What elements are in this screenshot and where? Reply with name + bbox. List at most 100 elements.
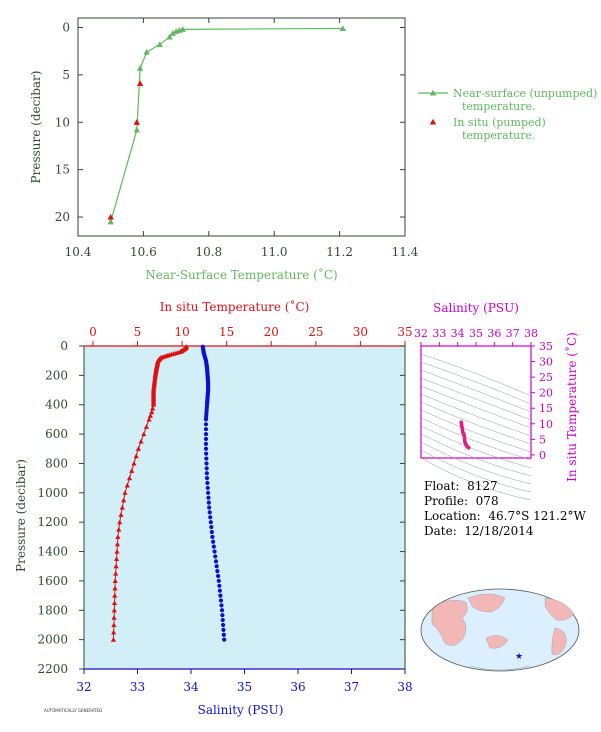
pressure-tick-label: 400	[45, 398, 68, 412]
plot-frame	[77, 17, 406, 237]
salinity-point	[203, 422, 209, 427]
salinity-point	[218, 598, 224, 603]
temp-axis-label: In situ Temperature (˚C)	[160, 299, 310, 314]
density-contour	[420, 425, 532, 469]
density-contour	[420, 369, 532, 413]
plot-area	[83, 345, 406, 670]
temperature-point	[112, 592, 118, 598]
salinity-point	[204, 466, 209, 471]
x-tick-label: 10.8	[195, 245, 222, 259]
temperature-point	[150, 402, 157, 407]
temperature-point	[118, 512, 124, 517]
temperature-point	[110, 637, 117, 642]
x-tick-label: 10.6	[130, 245, 157, 259]
temperature-point	[135, 446, 141, 451]
temp-tick-label: 15	[219, 325, 234, 339]
temperature-point	[114, 541, 121, 547]
temperature-point	[126, 475, 133, 481]
near-surface-temperature-chart: 10.4 10.6 10.8 11.0 11.2 11.4 0 5 10 15 20 Near-Sur…	[29, 17, 597, 282]
sal-tick-label: 36	[290, 680, 305, 694]
y-tick-label: 20	[55, 210, 70, 224]
map-land-asia	[467, 593, 506, 613]
salinity-point	[222, 637, 227, 642]
salinity-point	[217, 588, 222, 593]
ts-point	[462, 434, 467, 439]
temperature-point	[111, 622, 117, 628]
x-tick-label: 11.0	[261, 245, 288, 259]
salinity-point	[203, 417, 209, 422]
salinity-point	[207, 510, 212, 515]
star-icon: ★	[515, 652, 523, 662]
legend-label-near-surface: Near-surface (unpumped)	[453, 87, 597, 100]
sal-tick-label: 37	[344, 680, 359, 694]
salinity-point	[203, 427, 209, 432]
temperature-point	[131, 460, 137, 466]
near-surface-point	[107, 218, 114, 225]
density-contour	[420, 449, 532, 493]
salinity-point	[205, 480, 210, 486]
salinity-point	[208, 520, 213, 525]
pressure-tick-label: 1000	[37, 486, 68, 500]
temp-tick-label: 5	[134, 325, 142, 339]
salinity-point	[219, 608, 225, 613]
ts-x-tick-label: 35	[469, 327, 483, 340]
temp-tick-label: 0	[89, 325, 97, 339]
salinity-point	[204, 451, 209, 456]
ts-y-tick-label: 35	[539, 340, 553, 353]
ts-y-tick-label: 15	[539, 402, 553, 415]
salinity-point	[203, 446, 209, 451]
density-contour	[420, 417, 532, 461]
temperature-point	[111, 629, 117, 635]
salinity-point	[214, 564, 219, 569]
in-situ-point	[136, 80, 144, 86]
salinity-point	[206, 500, 211, 505]
pressure-tick-label: 2000	[37, 633, 68, 647]
salinity-point	[211, 539, 216, 544]
y-tick-label: 15	[55, 163, 70, 177]
salinity-point	[206, 495, 211, 500]
temperature-point	[149, 409, 155, 415]
temperature-point	[143, 424, 150, 429]
pressure-tick-label: 800	[45, 456, 68, 470]
temperature-point	[113, 563, 119, 569]
profile-row: Profile: 078	[424, 494, 586, 509]
footer-text: AUTOMATICALLY GENERATED	[44, 708, 103, 713]
map-land-antarctica	[469, 665, 531, 671]
temperature-point	[122, 490, 128, 495]
density-contour	[420, 441, 532, 485]
ts-x-tick-label: 33	[432, 327, 446, 340]
location-label: Location:	[424, 509, 481, 523]
ts-point	[460, 426, 465, 431]
density-contour	[420, 409, 532, 453]
map-land-north-america	[544, 597, 575, 621]
date-row: Date: 12/18/2014	[424, 524, 586, 539]
ts-y-tick-label: 20	[539, 387, 553, 400]
ts-x-tick-label: 37	[506, 327, 520, 340]
density-contour	[420, 385, 532, 429]
temp-tick-label: 20	[264, 325, 279, 339]
salinity-point	[203, 436, 209, 442]
ts-y-tick-label: 30	[539, 356, 553, 369]
ts-point	[459, 423, 464, 428]
salinity-point	[221, 622, 226, 628]
map-land-africa-europe	[431, 600, 468, 646]
sal-tick-label: 35	[237, 680, 252, 694]
density-contour	[420, 393, 532, 437]
salinity-point	[204, 461, 209, 466]
legend-marker-near-surface	[429, 89, 437, 96]
salinity-point	[210, 534, 215, 539]
pressure-tick-label: 1600	[37, 574, 68, 588]
density-contour	[420, 401, 532, 445]
ts-point	[462, 437, 467, 441]
pressure-tick-label: 2200	[37, 662, 68, 676]
ts-point	[459, 420, 464, 425]
pressure-tick-label: 1400	[37, 545, 68, 559]
temperature-point	[112, 585, 118, 591]
salinity-point	[221, 627, 226, 632]
salinity-point	[219, 603, 224, 608]
legend-label-in-situ-line2: temperature.	[462, 129, 536, 142]
salinity-point	[206, 490, 211, 495]
salinity-point	[213, 559, 219, 564]
salinity-point	[207, 505, 212, 510]
